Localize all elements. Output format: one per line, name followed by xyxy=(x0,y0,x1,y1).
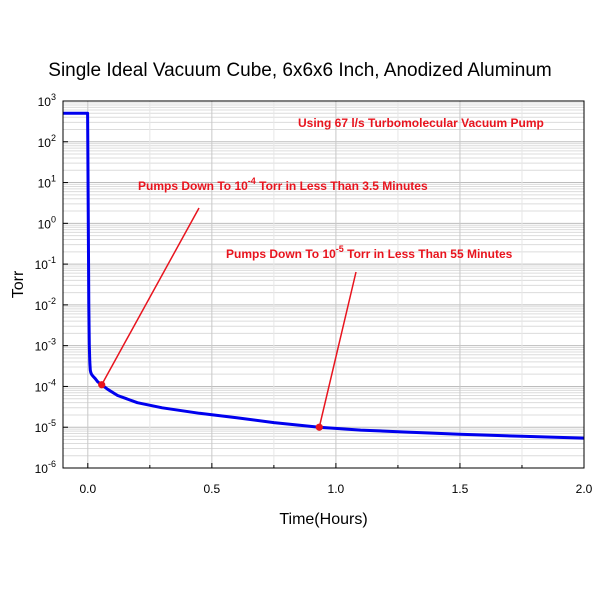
x-axis-title: Time(Hours) xyxy=(279,511,367,528)
y-tick-label: 10-4 xyxy=(35,377,56,394)
annotation-pump-model: Using 67 l/s Turbomolecular Vacuum Pump xyxy=(298,116,544,130)
pressure-curve xyxy=(63,111,585,440)
x-tick-label: 0.5 xyxy=(204,482,221,496)
y-tick-base: 10 xyxy=(35,340,49,354)
y-tick-base: 10 xyxy=(38,177,52,191)
series-layer xyxy=(63,111,585,440)
y-tick-label: 103 xyxy=(38,92,56,109)
y-tick-label: 10-3 xyxy=(35,337,56,354)
y-tick-exponent: 0 xyxy=(51,214,56,224)
tick-layer: 0.0 0.5 1.0 1.5 2.010310210110010-110-210-31… xyxy=(35,92,593,496)
y-tick-base: 10 xyxy=(38,217,52,231)
data-point-marker xyxy=(315,423,323,431)
y-tick-label: 102 xyxy=(38,133,56,150)
annotation-text: Pumps Down To 10 xyxy=(138,179,248,193)
y-tick-exponent: -4 xyxy=(48,377,56,387)
y-tick-exponent: -3 xyxy=(48,337,56,347)
y-tick-label: 10-5 xyxy=(35,418,56,435)
y-tick-base: 10 xyxy=(35,299,49,313)
y-tick-exponent: 3 xyxy=(51,92,56,102)
y-tick-exponent: -5 xyxy=(48,418,56,428)
y-tick-exponent: 1 xyxy=(51,174,56,184)
x-tick-label: 2.0 xyxy=(576,482,593,496)
x-tick-label: 1.0 xyxy=(328,482,345,496)
y-tick-base: 10 xyxy=(35,421,49,435)
x-tick-label: 0.0 xyxy=(79,482,96,496)
y-tick-base: 10 xyxy=(35,380,49,394)
y-tick-exponent: 2 xyxy=(51,133,56,143)
plot-frame xyxy=(62,100,585,469)
annotation-exponent: -4 xyxy=(248,176,256,186)
annotation-text: Using 67 l/s Turbomolecular Vacuum Pump xyxy=(298,116,544,130)
chart-title: Single Ideal Vacuum Cube, 6x6x6 Inch, An… xyxy=(48,60,552,81)
annotation-pumpdown-4: Pumps Down To 10-4 Torr in Less Than 3.5… xyxy=(138,176,428,193)
y-tick-label: 10-6 xyxy=(35,459,56,476)
y-tick-base: 10 xyxy=(38,136,52,150)
y-tick-base: 10 xyxy=(35,462,49,476)
y-tick-base: 10 xyxy=(38,95,52,109)
annotation-text: Pumps Down To 10 xyxy=(226,247,336,261)
y-tick-label: 10-2 xyxy=(35,296,56,313)
annotation-text-rest: Torr in Less Than 3.5 Minutes xyxy=(256,179,428,193)
y-tick-exponent: -1 xyxy=(48,255,56,265)
y-tick-exponent: -6 xyxy=(48,459,56,469)
y-tick-base: 10 xyxy=(35,258,49,272)
annotation-pumpdown-5: Pumps Down To 10-5 Torr in Less Than 55 … xyxy=(226,244,513,261)
y-tick-label: 10-1 xyxy=(35,255,56,272)
y-tick-exponent: -2 xyxy=(48,296,56,306)
grid-layer xyxy=(63,100,585,469)
y-axis-title: Torr xyxy=(10,270,27,298)
annotation-layer: Using 67 l/s Turbomolecular Vacuum Pump P… xyxy=(98,116,544,431)
y-tick-label: 100 xyxy=(38,214,56,231)
x-tick-label: 1.5 xyxy=(452,482,469,496)
annotation-leader-line xyxy=(318,271,357,428)
data-point-marker xyxy=(98,381,106,389)
annotation-text-rest: Torr in Less Than 55 Minutes xyxy=(344,247,513,261)
annotation-leader-line xyxy=(101,207,200,386)
annotation-exponent: -5 xyxy=(336,244,344,254)
y-tick-label: 101 xyxy=(38,174,56,191)
